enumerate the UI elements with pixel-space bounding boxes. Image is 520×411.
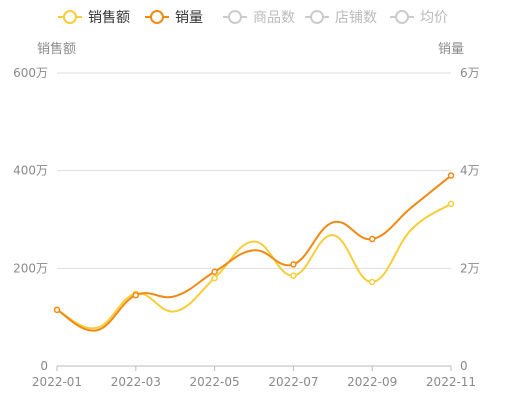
left-axis-ticks: 0 200万 400万 600万 — [13, 66, 48, 373]
x-tick-label: 2022-03 — [111, 375, 161, 389]
left-tick-label: 600万 — [13, 66, 48, 80]
legend-item-2[interactable]: 销量 — [145, 10, 203, 26]
legend-marker — [150, 10, 164, 24]
right-tick-label: 0 — [460, 359, 468, 373]
legend-label: 销售额 — [88, 10, 130, 26]
legend-item-4[interactable]: 店铺数 — [305, 10, 377, 26]
series-lines — [53, 172, 455, 332]
right-tick-label: 4万 — [460, 164, 480, 178]
legend-label: 均价 — [420, 10, 448, 26]
legend: 销售额 销量 商品数 店铺数 均价 — [58, 10, 448, 26]
grid-lines — [57, 72, 451, 367]
legend-item-5[interactable]: 均价 — [390, 10, 448, 26]
right-tick-label: 6万 — [460, 66, 480, 80]
legend-marker — [63, 10, 77, 24]
left-tick-label: 200万 — [13, 261, 48, 275]
data-point — [368, 235, 376, 243]
data-point — [211, 274, 218, 282]
data-point — [211, 268, 218, 276]
series-line — [56, 202, 452, 330]
legend-label: 商品数 — [253, 10, 295, 26]
data-point — [290, 272, 297, 279]
data-point — [447, 200, 455, 208]
left-tick-label: 400万 — [13, 164, 48, 178]
data-point — [368, 278, 376, 286]
x-axis: 2022-01 2022-03 2022-05 2022-07 2022-09 2022-… — [32, 366, 476, 389]
left-axis-title: 销售额 — [37, 41, 76, 57]
legend-label: 销量 — [175, 10, 203, 26]
x-tick-label: 2022-01 — [32, 375, 82, 389]
data-point — [53, 306, 61, 314]
x-tick-label: 2022-11 — [426, 375, 476, 389]
right-tick-label: 2万 — [460, 261, 480, 275]
x-tick-label: 2022-09 — [347, 375, 397, 389]
legend-item-1[interactable]: 销售额 — [58, 10, 130, 26]
legend-marker — [310, 10, 324, 24]
series-2 — [53, 172, 455, 332]
series-1 — [53, 200, 455, 330]
series-line — [56, 174, 452, 332]
legend-marker — [395, 10, 409, 24]
data-point — [290, 261, 297, 268]
right-axis-title: 销量 — [438, 42, 464, 57]
right-axis-ticks: 0 2万 4万 6万 — [460, 66, 480, 373]
data-point — [132, 291, 140, 299]
legend-item-3[interactable]: 商品数 — [223, 10, 295, 26]
legend-marker — [228, 10, 242, 24]
x-tick-label: 2022-07 — [268, 375, 318, 389]
x-tick-label: 2022-05 — [190, 375, 240, 389]
left-tick-label: 0 — [40, 359, 48, 373]
legend-label: 店铺数 — [335, 10, 377, 26]
data-point — [447, 172, 455, 179]
